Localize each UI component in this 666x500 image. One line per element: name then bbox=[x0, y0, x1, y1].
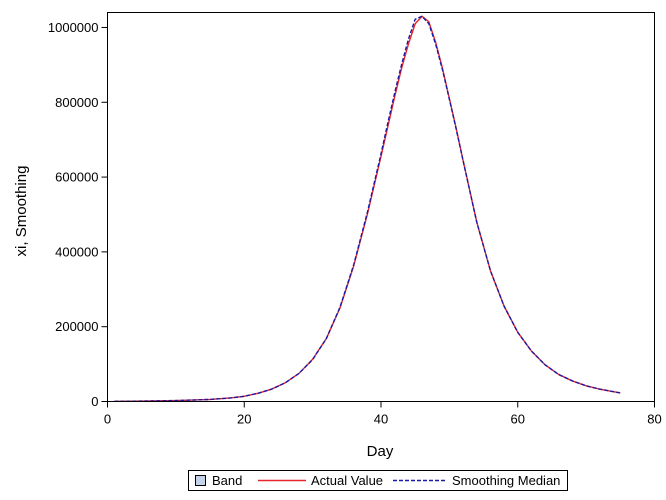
series-smoothing-median-line bbox=[114, 15, 621, 403]
legend-frame bbox=[188, 470, 568, 491]
legend-smoothing-median-label: Smoothing Median bbox=[452, 473, 560, 488]
legend: Band Actual Value Smoothing Median bbox=[188, 470, 568, 491]
x-tick-label: 20 bbox=[237, 412, 251, 427]
legend-band-swatch bbox=[195, 475, 206, 486]
y-axis-label: xi, Smoothing bbox=[13, 166, 30, 257]
y-tick-label: 200000 bbox=[55, 319, 98, 334]
y-tick-label: 0 bbox=[91, 394, 98, 409]
legend-band-label: Band bbox=[212, 473, 242, 488]
y-tick-label: 1000000 bbox=[48, 20, 99, 35]
x-tick-label: 0 bbox=[104, 412, 111, 427]
x-tick-label: 80 bbox=[647, 412, 661, 427]
x-tick-label: 60 bbox=[511, 412, 525, 427]
y-tick-label: 800000 bbox=[55, 95, 98, 110]
y-tick-label: 400000 bbox=[55, 244, 98, 259]
x-tick-label: 40 bbox=[374, 412, 388, 427]
y-tick-label: 600000 bbox=[55, 170, 98, 185]
plot-marks bbox=[114, 15, 621, 403]
x-axis-label: Day bbox=[367, 443, 394, 460]
legend-actual-value-label: Actual Value bbox=[311, 473, 383, 488]
axes: 0 20 40 60 80 0 200000 400000 600000 800000 100000… bbox=[48, 20, 662, 427]
